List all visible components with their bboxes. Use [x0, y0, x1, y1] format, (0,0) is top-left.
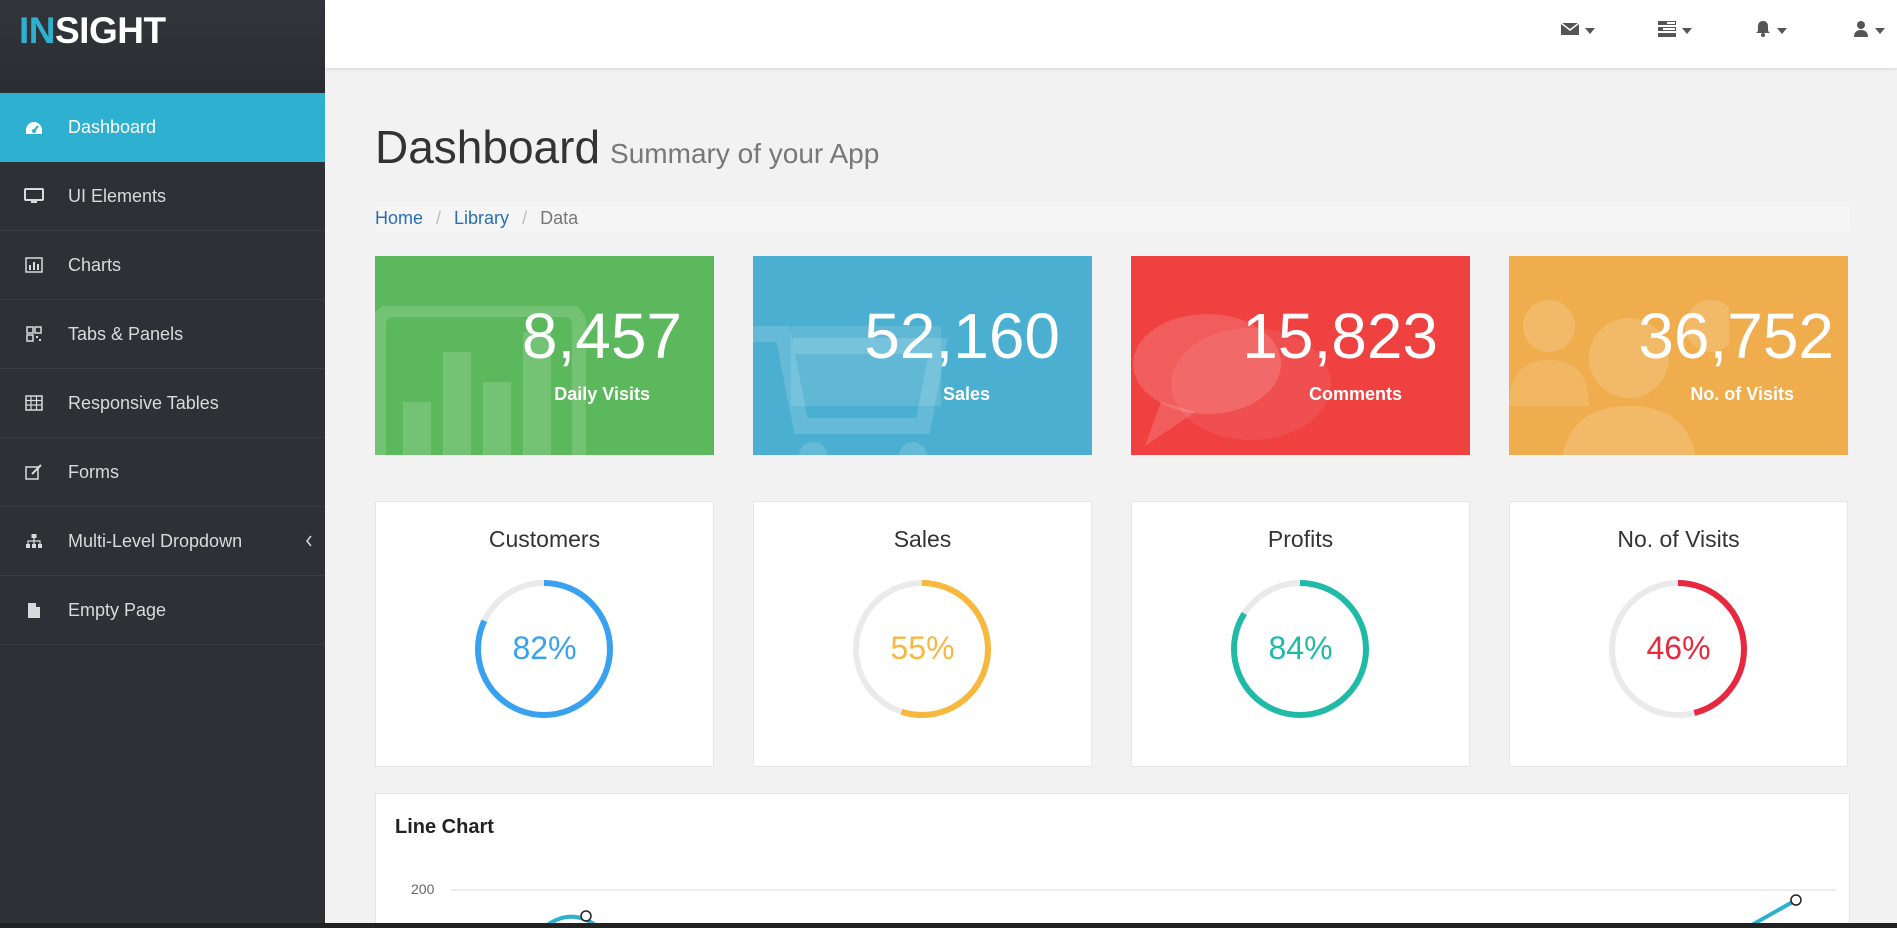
- bar-chart-icon: [375, 306, 586, 455]
- stat-value: 15,823: [1242, 300, 1438, 372]
- donut-card-profits: Profits 84%: [1131, 501, 1470, 767]
- y-tick-label: 200: [411, 881, 435, 897]
- sidebar-item-empty-page[interactable]: Empty Page: [0, 576, 325, 645]
- window-bottom-edge: [0, 923, 1897, 928]
- sitemap-icon: [22, 532, 46, 550]
- page-header: Dashboard Summary of your App: [375, 120, 879, 174]
- sidebar-item-label: Forms: [68, 461, 119, 482]
- sidebar-item-dashboard[interactable]: Dashboard: [0, 93, 325, 162]
- sidebar-item-label: Multi-Level Dropdown: [68, 530, 243, 551]
- caret-down-icon: [1585, 28, 1595, 34]
- stat-value: 8,457: [521, 300, 682, 372]
- line-chart-card: Line Chart 200: [375, 793, 1850, 928]
- stat-label: Comments: [1308, 384, 1402, 404]
- donut-card-customers: Customers 82%: [375, 501, 714, 767]
- users-icon: [1509, 300, 1729, 455]
- sidebar-item-charts[interactable]: Charts: [0, 231, 325, 300]
- stat-label: Sales: [942, 384, 990, 404]
- donut-title: No. of Visits: [1617, 526, 1740, 552]
- qrcode-icon: [22, 325, 46, 343]
- page-subtitle: Summary of your App: [610, 138, 880, 169]
- table-icon: [22, 394, 46, 412]
- breadcrumb-home[interactable]: Home: [375, 208, 424, 228]
- sidebar: INSIGHT Dashboard UI Elements Charts Tab…: [0, 0, 325, 923]
- stat-box-sales: 52,160 Sales: [753, 256, 1092, 455]
- desktop-icon: [22, 187, 46, 205]
- stat-value: 52,160: [864, 300, 1060, 372]
- brand-logo[interactable]: INSIGHT: [0, 0, 325, 93]
- edit-icon: [22, 463, 46, 481]
- donut-chart: [1609, 580, 1747, 718]
- sidebar-item-label: Empty Page: [68, 599, 167, 620]
- donut-arc: [1231, 580, 1369, 718]
- stat-label: Daily Visits: [554, 384, 650, 404]
- data-point: [580, 910, 592, 922]
- donut-arc: [1609, 580, 1747, 718]
- brand-accent: IN: [19, 10, 56, 51]
- topbar: [325, 0, 1897, 68]
- sidebar-item-responsive-tables[interactable]: Responsive Tables: [0, 369, 325, 438]
- dashboard-icon: [22, 119, 46, 137]
- stat-box-no-of-visits: 36,752 No. of Visits: [1509, 256, 1848, 455]
- user-icon: [1853, 20, 1869, 42]
- breadcrumb-separator: /: [436, 208, 442, 228]
- sidebar-item-multi-level-dropdown[interactable]: Multi-Level Dropdown: [0, 507, 325, 576]
- comments-icon: [1133, 314, 1331, 446]
- series-line: [1742, 898, 1797, 928]
- donut-title: Customers: [488, 526, 601, 552]
- bell-icon: [1755, 20, 1771, 42]
- donut-chart: [853, 580, 991, 718]
- sidebar-item-forms[interactable]: Forms: [0, 438, 325, 507]
- donut-card-no-of-visits: No. of Visits 46%: [1509, 501, 1848, 767]
- sidebar-item-label: Charts: [68, 254, 122, 275]
- brand-rest: SIGHT: [55, 10, 166, 51]
- breadcrumb-current: Data: [540, 208, 579, 228]
- breadcrumb-separator: /: [522, 208, 528, 228]
- shopping-cart-icon: [753, 326, 948, 455]
- caret-down-icon: [1777, 28, 1787, 34]
- tasks-dropdown[interactable]: [1658, 19, 1692, 43]
- alerts-dropdown[interactable]: [1755, 19, 1787, 43]
- stat-value: 36,752: [1638, 300, 1834, 372]
- donut-arc: [475, 580, 613, 718]
- series-line: [544, 914, 603, 928]
- bar-chart-icon: [22, 256, 46, 274]
- user-dropdown[interactable]: [1853, 19, 1885, 43]
- stat-box-comments: 15,823 Comments: [1131, 256, 1470, 455]
- breadcrumb: Home / Library / Data: [375, 206, 1850, 231]
- donut-percent: 82%: [512, 630, 577, 666]
- line-chart-title: Line Chart: [395, 816, 494, 838]
- donut-percent: 84%: [1268, 630, 1333, 666]
- donut-title: Sales: [893, 526, 952, 552]
- caret-down-icon: [1682, 28, 1692, 34]
- messages-dropdown[interactable]: [1560, 19, 1595, 43]
- file-icon: [22, 601, 46, 619]
- donut-chart: [475, 580, 613, 718]
- donut-arc: [853, 580, 991, 718]
- donut-card-sales: Sales 55%: [753, 501, 1092, 767]
- chevron-left-icon: [305, 531, 313, 552]
- donut-title: Profits: [1267, 526, 1334, 552]
- sidebar-item-label: Dashboard: [68, 117, 157, 137]
- sidebar-item-ui-elements[interactable]: UI Elements: [0, 162, 325, 231]
- sidebar-item-tabs-panels[interactable]: Tabs & Panels: [0, 300, 325, 369]
- envelope-icon: [1560, 21, 1580, 41]
- page-title: Dashboard: [375, 121, 601, 173]
- sidebar-item-label: Responsive Tables: [68, 392, 219, 413]
- stat-box-daily-visits: 8,457 Daily Visits: [375, 256, 714, 455]
- caret-down-icon: [1875, 28, 1885, 34]
- donut-percent: 46%: [1646, 630, 1711, 666]
- line-chart-plot: 200: [411, 881, 1836, 928]
- data-point: [1790, 894, 1802, 906]
- tasks-icon: [1658, 20, 1676, 42]
- stat-label: No. of Visits: [1690, 384, 1794, 404]
- donut-chart: [1231, 580, 1369, 718]
- donut-percent: 55%: [890, 630, 955, 666]
- sidebar-item-label: Tabs & Panels: [68, 323, 184, 344]
- sidebar-item-label: UI Elements: [68, 185, 167, 206]
- breadcrumb-library[interactable]: Library: [454, 208, 510, 228]
